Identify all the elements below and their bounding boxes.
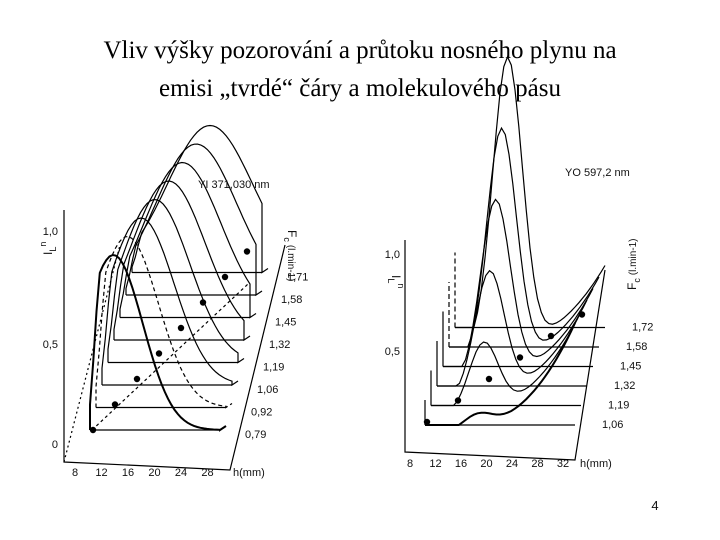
label: 24	[506, 458, 518, 470]
minimum-point	[516, 354, 524, 361]
label: h(mm)	[580, 458, 612, 470]
maximum-point	[133, 375, 141, 383]
label: 0,5	[43, 339, 58, 351]
label-sub: L	[48, 247, 58, 252]
profile-curve	[89, 253, 227, 432]
label: 1,72	[632, 322, 653, 334]
profile-curve	[113, 180, 251, 342]
label: 0,92	[251, 407, 272, 419]
page-number: 4	[651, 498, 658, 513]
maximum-point	[221, 273, 229, 281]
label: 0,79	[245, 429, 266, 441]
label-sup: n	[396, 283, 406, 288]
label: 16	[122, 467, 134, 479]
label: 1,32	[269, 339, 290, 351]
profile-curve	[101, 217, 239, 387]
label: 8	[407, 458, 413, 470]
label: 12	[95, 467, 107, 479]
label-base: I	[389, 275, 403, 278]
label: 1,19	[263, 362, 284, 374]
label-base: F	[285, 230, 299, 237]
title-line: Vliv výšky pozorování a průtoku nosného …	[103, 37, 616, 64]
label: 1,45	[275, 317, 296, 329]
profile-curve	[437, 269, 588, 387]
axis-label: Fc (l.min-1)	[282, 230, 299, 282]
minimum-point	[454, 397, 462, 404]
label-base: F	[625, 283, 639, 290]
label: 1,58	[281, 294, 302, 306]
profile-curve	[119, 161, 257, 319]
label: 1,0	[385, 249, 400, 261]
label: 28	[531, 458, 543, 470]
label-sub: L	[386, 278, 396, 283]
label-base: I	[41, 252, 55, 255]
label: h(mm)	[233, 467, 265, 479]
profile-curve	[443, 198, 594, 368]
title-line: emisi „tvrdé“ čáry a molekulového pásu	[159, 75, 561, 102]
label: 1,45	[620, 361, 641, 373]
label: 1,71	[287, 272, 308, 284]
label: 12	[429, 458, 441, 470]
label: YI 371,030 nm	[198, 179, 270, 191]
profile-curve	[107, 198, 245, 364]
label-sub: c	[632, 278, 642, 283]
minimum-point	[485, 375, 493, 383]
label: 1,06	[602, 419, 623, 431]
label-sub: c	[282, 237, 292, 242]
profile-curve	[95, 235, 233, 409]
minimum-point	[423, 418, 431, 426]
maximum-point	[89, 426, 97, 434]
maximum-point	[111, 401, 119, 408]
label: 16	[455, 458, 467, 470]
axis-label: ILn	[38, 242, 58, 255]
label-sup: (l.min-1)	[628, 238, 639, 275]
axis-label: Fc (l.min-1)	[625, 238, 642, 290]
profile-curve	[125, 143, 263, 297]
axis	[404, 240, 606, 461]
label: 0	[52, 439, 58, 451]
label: 24	[175, 467, 187, 479]
label: 1,19	[608, 400, 629, 412]
label: 20	[148, 467, 160, 479]
maximum-point	[177, 324, 185, 332]
label: 28	[201, 467, 213, 479]
maximum-point	[155, 350, 163, 357]
label: 1,0	[43, 226, 58, 238]
label: 1,58	[626, 341, 647, 353]
label: 8	[72, 467, 78, 479]
minimum-point	[547, 332, 555, 340]
axis	[63, 210, 286, 471]
label-sup: (l.min-1)	[285, 245, 296, 282]
label: 1,32	[614, 380, 635, 392]
profile-curve	[131, 124, 269, 274]
label: YO 597,2 nm	[565, 167, 630, 179]
maximum-point	[243, 248, 251, 255]
label-sup: n	[38, 242, 48, 247]
label: 32	[557, 458, 569, 470]
label: 20	[480, 458, 492, 470]
axis-label: ILn	[386, 275, 406, 288]
label: 1,06	[257, 384, 278, 396]
label: 0,5	[385, 346, 400, 358]
